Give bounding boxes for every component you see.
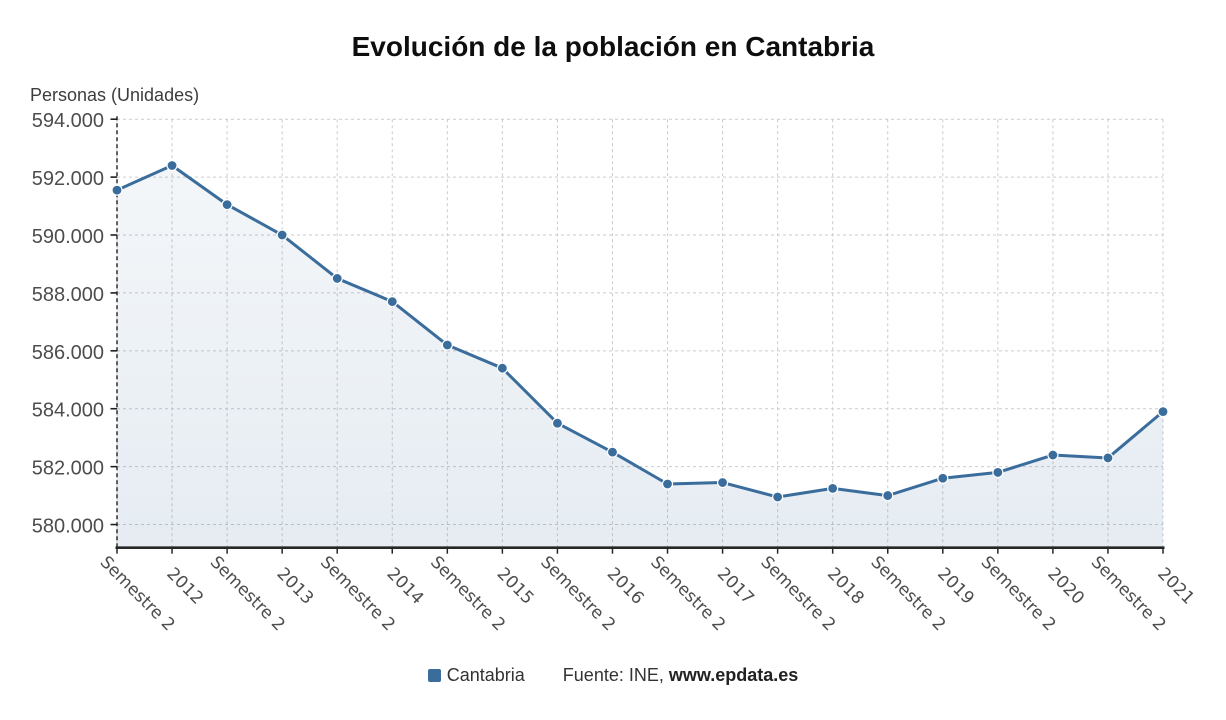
y-tick-label: 582.000 (32, 458, 104, 480)
data-point[interactable] (606, 446, 619, 458)
x-tick-label: 2021 (1153, 564, 1198, 609)
data-point[interactable] (441, 339, 453, 351)
data-point[interactable] (827, 482, 839, 494)
x-tick-label: Semestre 2 (867, 552, 950, 635)
x-tick-label: Semestre 2 (536, 552, 619, 635)
data-point[interactable] (166, 159, 178, 172)
x-tick-label: 2018 (823, 564, 868, 609)
series-line (115, 164, 1165, 499)
x-tick-label: Semestre 2 (316, 552, 399, 635)
x-tick-label: 2017 (713, 564, 758, 609)
legend-swatch (427, 669, 441, 682)
data-point[interactable] (551, 417, 564, 429)
series-area-fill (117, 165, 1163, 548)
x-tick-label: Semestre 2 (646, 552, 729, 635)
data-point[interactable] (937, 472, 949, 484)
y-axis-labels: 580.000 582.000 584.000 586.000 588.000 590.0… (32, 110, 104, 537)
y-tick-label: 584.000 (32, 400, 104, 422)
y-tick-label: 594.000 (32, 110, 104, 132)
x-tick-label: 2020 (1043, 564, 1088, 609)
y-axis (110, 116, 118, 548)
data-point[interactable] (1102, 452, 1114, 464)
x-tick-label: Semestre 2 (426, 552, 509, 635)
y-axis-title: Personas (Unidades) (30, 85, 200, 105)
y-tick-label: 588.000 (32, 284, 104, 306)
data-point[interactable] (882, 489, 894, 502)
data-point[interactable] (111, 184, 123, 196)
data-point[interactable] (992, 466, 1004, 479)
series-markers (111, 159, 1169, 503)
data-point[interactable] (221, 199, 233, 211)
x-tick-label: Semestre 2 (206, 552, 289, 635)
data-point[interactable] (276, 229, 288, 241)
data-point[interactable] (386, 296, 398, 308)
x-tick-label: 2015 (493, 564, 538, 609)
x-tick-label: 2013 (273, 564, 318, 609)
x-tick-label: 2016 (603, 564, 648, 609)
data-point[interactable] (772, 491, 784, 503)
source-credit: Fuente: INE, www.epdata.es (563, 665, 798, 686)
x-tick-label: 2019 (933, 564, 978, 609)
y-tick-label: 592.000 (32, 168, 104, 190)
source-prefix: Fuente: INE, (562, 665, 669, 685)
data-point[interactable] (716, 476, 729, 489)
legend: Cantabria Fuente: INE, www.epdata.es (0, 665, 1226, 686)
data-point[interactable] (331, 272, 343, 285)
x-tick-label: 2012 (162, 564, 207, 609)
y-tick-label: 590.000 (32, 226, 104, 248)
x-tick-label: Semestre 2 (96, 552, 179, 635)
data-point[interactable] (496, 362, 508, 374)
x-axis (115, 546, 1165, 554)
data-point[interactable] (1047, 449, 1059, 461)
legend-label: Cantabria (446, 665, 525, 685)
y-tick-label: 580.000 (32, 516, 104, 538)
x-tick-label: Semestre 2 (1087, 552, 1170, 635)
x-tick-label: 2014 (383, 564, 428, 609)
data-point[interactable] (661, 478, 674, 490)
x-tick-label: Semestre 2 (756, 552, 839, 635)
legend-item-cantabria[interactable]: Cantabria (427, 665, 525, 686)
chart-title: Evolución de la población en Cantabria (351, 31, 875, 62)
x-tick-label: Semestre 2 (977, 552, 1060, 635)
y-tick-label: 586.000 (32, 342, 104, 364)
source-site: www.epdata.es (668, 665, 799, 685)
data-point[interactable] (1157, 406, 1169, 418)
